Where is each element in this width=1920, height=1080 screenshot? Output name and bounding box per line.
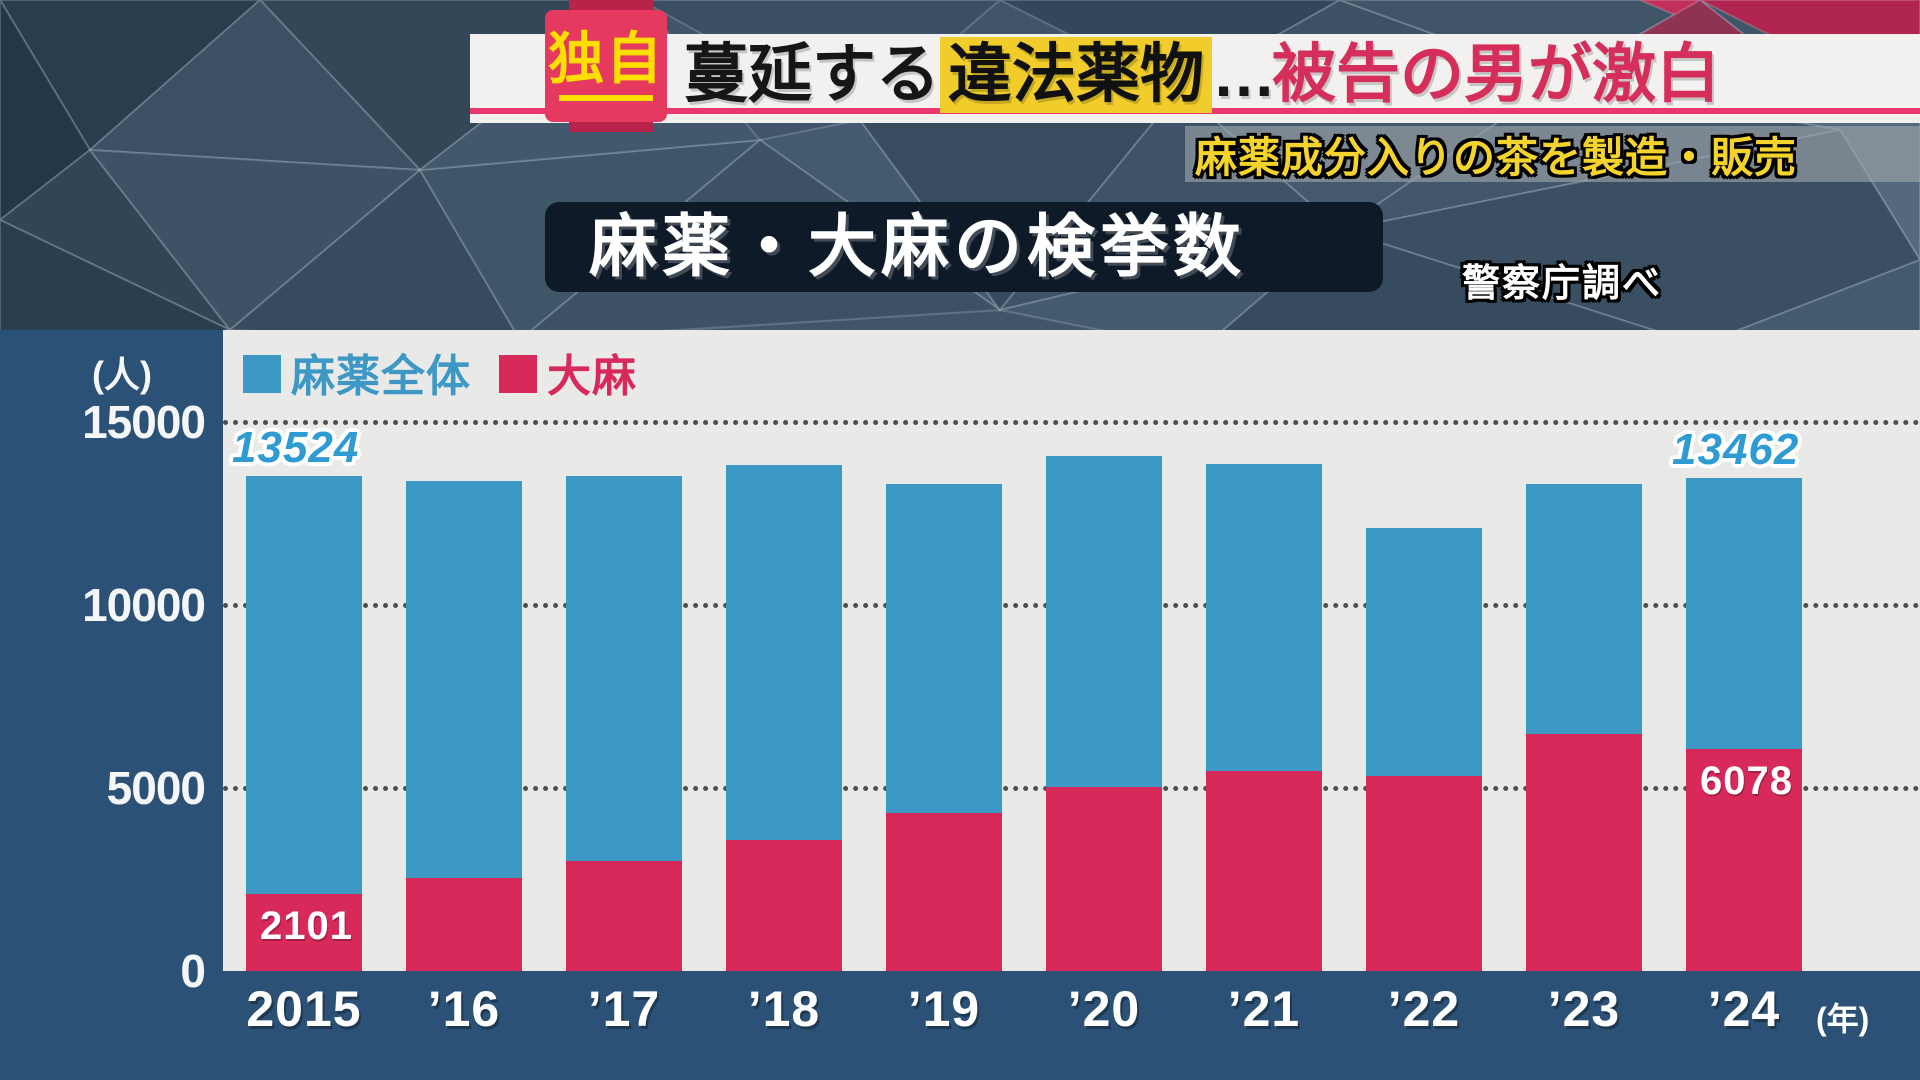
x-label-24: ’24 — [1707, 981, 1781, 1037]
exclusive-badge: 独自 — [545, 10, 667, 122]
bar-大麻-’22 — [1366, 775, 1482, 971]
bar-大麻-’24 — [1686, 748, 1802, 971]
y-tick-5000: 5000 — [106, 762, 206, 814]
exclusive-badge-label: 独自 — [548, 27, 664, 90]
chart-title-box: 麻薬・大麻の検挙数 — [545, 202, 1383, 292]
plot-area: 麻薬全体 大麻 13524 2101 13462 6078 2015 ’16 ’17 ’18 ’1… — [223, 330, 1920, 1037]
bar-大麻-’20 — [1046, 786, 1162, 971]
x-label-2015: 2015 — [246, 981, 362, 1037]
value-label-2101: 2101 — [260, 904, 353, 949]
chart-title: 麻薬・大麻の検挙数 — [589, 209, 1247, 285]
headline-highlight: 違法薬物 — [940, 37, 1212, 113]
legend-swatch-大麻 — [499, 355, 537, 393]
bar-大麻-’21 — [1206, 771, 1322, 971]
subtitle-text: 麻薬成分入りの茶を製造・販売 — [1195, 133, 1798, 181]
x-label-21: ’21 — [1227, 981, 1301, 1037]
legend-item-麻薬全体: 麻薬全体 — [243, 340, 471, 404]
value-label-6078: 6078 — [1700, 758, 1793, 803]
bar-大麻-2015 — [246, 894, 362, 971]
x-axis-year-unit: (年) — [1816, 1001, 1870, 1037]
bar-大麻-’18 — [726, 839, 842, 971]
subtitle-strip: 麻薬成分入りの茶を製造・販売 — [1185, 126, 1920, 182]
bar-大麻-’19 — [886, 812, 1002, 971]
x-label-19: ’19 — [907, 981, 981, 1037]
value-label-13524: 13524 — [232, 423, 360, 473]
bar-大麻-’16 — [406, 878, 522, 971]
headline-part2: 被告の男が激白 — [1272, 38, 1720, 110]
gridline-15000 — [223, 420, 1920, 425]
x-label-20: ’20 — [1067, 981, 1141, 1037]
y-axis-unit-label: (人) — [92, 354, 152, 395]
y-tick-10000: 10000 — [82, 579, 206, 631]
legend-swatch-麻薬全体 — [243, 355, 281, 393]
data-source-label: 警察庁調べ — [1462, 263, 1663, 305]
headline-part1: 蔓延する — [684, 38, 940, 110]
chart-panel: (人) 0 5000 10000 15000 麻薬全体 大麻 13524 2101 1346… — [0, 330, 1920, 1080]
headline: 蔓延する 違法薬物 …被告の男が激白 — [684, 34, 1720, 114]
legend-label-大麻: 大麻 — [547, 352, 637, 401]
x-label-22: ’22 — [1387, 981, 1461, 1037]
x-label-16: ’16 — [427, 981, 501, 1037]
x-label-18: ’18 — [747, 981, 821, 1037]
x-label-23: ’23 — [1547, 981, 1621, 1037]
legend-item-大麻: 大麻 — [499, 340, 637, 404]
exclusive-badge-underline — [559, 95, 653, 101]
headline-ellipsis: … — [1212, 38, 1276, 110]
bar-大麻-’23 — [1526, 733, 1642, 971]
value-label-13462: 13462 — [1672, 425, 1800, 475]
y-tick-0: 0 — [180, 945, 206, 997]
legend-label-麻薬全体: 麻薬全体 — [291, 352, 471, 401]
bar-麻薬全体-2015 — [246, 476, 362, 971]
x-label-17: ’17 — [587, 981, 661, 1037]
y-tick-15000: 15000 — [82, 396, 206, 448]
chart-legend: 麻薬全体 大麻 — [243, 340, 637, 404]
bar-大麻-’17 — [566, 861, 682, 971]
